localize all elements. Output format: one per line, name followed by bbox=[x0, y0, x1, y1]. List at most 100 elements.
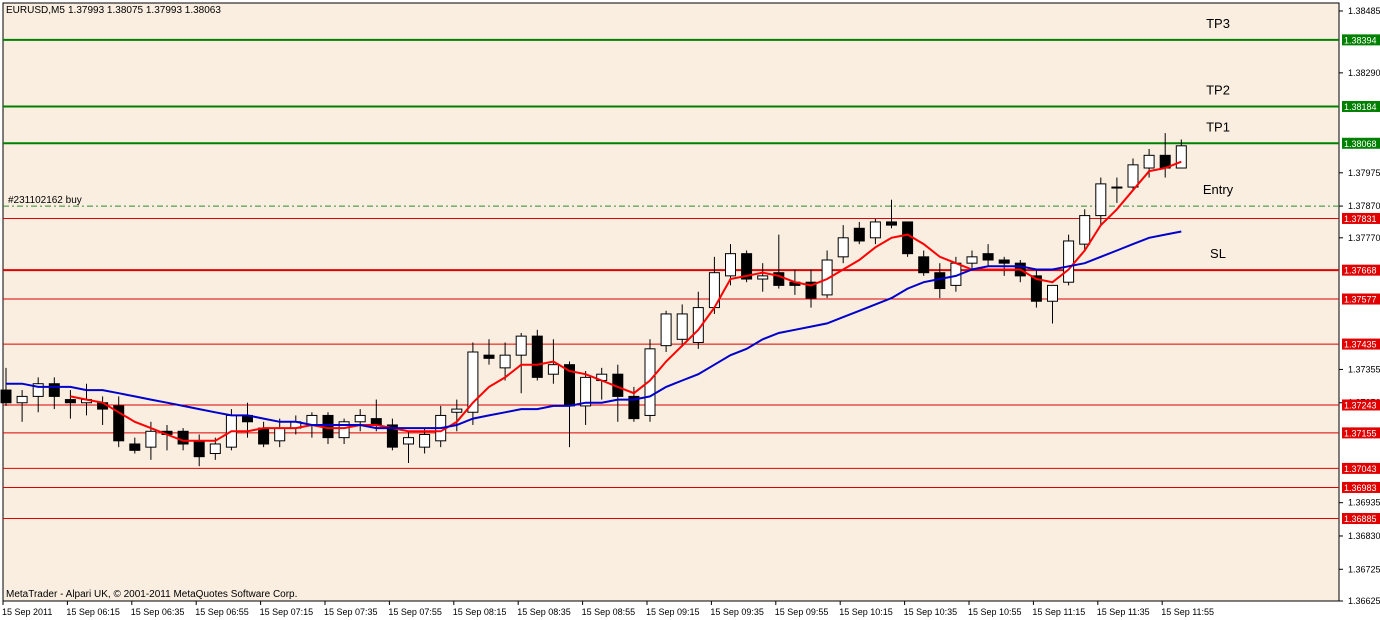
candle-body-57 bbox=[918, 256, 930, 274]
candle-body-66 bbox=[1063, 240, 1075, 283]
level-text-1: TP2 bbox=[1206, 82, 1230, 97]
candle-body-70 bbox=[1127, 164, 1139, 188]
candle-25 bbox=[403, 431, 414, 464]
candle-30 bbox=[483, 339, 495, 365]
candle-3 bbox=[48, 377, 60, 410]
candle-body-26 bbox=[419, 433, 431, 448]
x-tick-label-16: 15 Sep 11:15 bbox=[1032, 607, 1085, 617]
candle-41 bbox=[660, 310, 672, 352]
x-tick-label-14: 15 Sep 10:35 bbox=[904, 607, 958, 617]
level-price-box-1 bbox=[1342, 100, 1380, 112]
candle-body-1 bbox=[16, 395, 28, 404]
copyright-text: MetaTrader - Alpari UK, © 2001-2011 Meta… bbox=[6, 589, 297, 600]
candle-53 bbox=[853, 221, 865, 245]
candle-2 bbox=[32, 377, 44, 413]
candle-body-12 bbox=[193, 440, 205, 458]
candle-body-29 bbox=[467, 351, 479, 413]
candle-69 bbox=[1111, 177, 1123, 203]
order-label: #231102162 buy bbox=[8, 195, 82, 206]
candle-body-41 bbox=[660, 313, 672, 347]
y-tick-label-4: 1.37770 bbox=[1348, 233, 1380, 243]
x-tick-label-4: 15 Sep 07:15 bbox=[260, 607, 314, 617]
candle-body-2 bbox=[32, 383, 44, 397]
candle-54 bbox=[869, 218, 881, 245]
candle-55 bbox=[886, 199, 897, 229]
candle-42 bbox=[676, 304, 688, 346]
candle-43 bbox=[692, 291, 704, 349]
x-tick-label-12: 15 Sep 09:55 bbox=[775, 607, 829, 617]
candle-body-25 bbox=[403, 437, 414, 445]
y-tick-label-9: 1.36725 bbox=[1348, 564, 1380, 574]
candle-body-28 bbox=[451, 408, 463, 413]
x-tick-label-11: 15 Sep 09:35 bbox=[710, 607, 764, 617]
level-price-box-5 bbox=[1342, 264, 1380, 276]
candle-50 bbox=[805, 269, 817, 308]
level-price-label-8: 1.37243 bbox=[1344, 400, 1377, 410]
candle-body-53 bbox=[853, 227, 865, 242]
candle-body-73 bbox=[1175, 145, 1187, 169]
candle-8 bbox=[129, 437, 141, 454]
candle-body-34 bbox=[547, 364, 559, 375]
x-tick-label-17: 15 Sep 11:35 bbox=[1097, 607, 1150, 617]
candle-1 bbox=[16, 390, 28, 422]
plot-background bbox=[2, 2, 1340, 602]
level-price-label-4: 1.37831 bbox=[1344, 214, 1377, 224]
time-axis: 15 Sep 2011 15 Sep 06:15 15 Sep 06:35 15 Se… bbox=[2, 601, 1214, 617]
level-price-label-5: 1.37668 bbox=[1344, 266, 1377, 276]
level-text-0: TP3 bbox=[1206, 16, 1230, 31]
candle-body-39 bbox=[628, 395, 640, 420]
candle-26 bbox=[419, 428, 431, 454]
candle-body-67 bbox=[1079, 215, 1091, 245]
candle-body-9 bbox=[145, 430, 157, 448]
ma-line-1 bbox=[6, 230, 1182, 430]
x-tick-label-5: 15 Sep 07:35 bbox=[324, 607, 378, 617]
candle-body-13 bbox=[209, 443, 221, 454]
x-tick-label-13: 15 Sep 10:15 bbox=[839, 607, 893, 617]
candle-60 bbox=[966, 250, 978, 270]
candle-body-7 bbox=[113, 405, 125, 442]
level-text-2: TP1 bbox=[1206, 119, 1230, 134]
y-tick-label-1: 1.38290 bbox=[1348, 68, 1380, 78]
candle-48 bbox=[773, 234, 785, 289]
candle-body-43 bbox=[692, 307, 704, 343]
candle-body-30 bbox=[483, 354, 495, 359]
level-price-box-12 bbox=[1342, 513, 1380, 525]
candle-47 bbox=[757, 263, 769, 292]
candle-body-64 bbox=[1030, 275, 1042, 302]
candle-70 bbox=[1127, 158, 1139, 191]
level-price-box-0 bbox=[1342, 34, 1380, 46]
candle-body-0 bbox=[0, 389, 12, 404]
candle-body-45 bbox=[725, 253, 736, 277]
level-price-box-2 bbox=[1342, 137, 1380, 149]
candle-body-32 bbox=[515, 335, 527, 356]
candle-body-36 bbox=[580, 376, 592, 407]
level-price-box-4 bbox=[1342, 212, 1380, 224]
candle-31 bbox=[499, 342, 511, 381]
candle-body-71 bbox=[1143, 154, 1155, 169]
level-price-label-11: 1.36983 bbox=[1344, 483, 1377, 493]
candle-29 bbox=[467, 342, 479, 425]
level-price-box-11 bbox=[1342, 481, 1380, 493]
candle-22 bbox=[354, 409, 366, 432]
candle-7 bbox=[113, 396, 125, 448]
x-tick-label-1: 15 Sep 06:15 bbox=[66, 607, 120, 617]
candle-body-60 bbox=[966, 256, 978, 264]
candle-body-11 bbox=[177, 430, 189, 445]
candle-body-48 bbox=[773, 272, 785, 286]
x-tick-label-7: 15 Sep 08:15 bbox=[453, 607, 507, 617]
candle-body-54 bbox=[869, 221, 881, 239]
candle-body-46 bbox=[741, 253, 753, 280]
level-price-box-7 bbox=[1342, 338, 1380, 350]
candle-body-3 bbox=[48, 383, 60, 397]
price-level-labels: TP3 1.38394 TP2 1.38184 TP1 1.38068 Entry #2311… bbox=[8, 16, 1380, 525]
level-price-box-10 bbox=[1342, 462, 1380, 474]
level-price-label-2: 1.38068 bbox=[1344, 139, 1377, 149]
level-price-label-0: 1.38394 bbox=[1344, 35, 1377, 45]
candle-body-16 bbox=[258, 427, 270, 445]
candle-52 bbox=[837, 225, 849, 264]
candle-body-22 bbox=[354, 414, 366, 423]
x-tick-label-3: 15 Sep 06:55 bbox=[195, 607, 249, 617]
candle-46 bbox=[741, 250, 753, 283]
